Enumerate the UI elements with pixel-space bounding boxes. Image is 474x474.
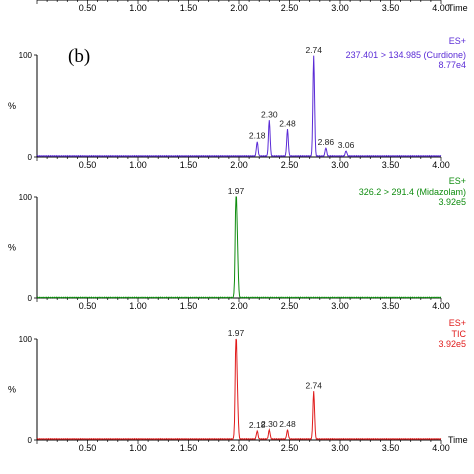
- top-axis-unit-label: Time: [448, 3, 468, 13]
- x-tick-label: 1.50: [180, 301, 198, 311]
- panel-midazolam: 100 0% 0.50 1.00 1.50 2.00 2.50 3.00 3.50 4.00 1.9…: [8, 176, 466, 311]
- x-tick-label: 1.00: [129, 160, 147, 170]
- top-axis-tick-label: 2.00: [230, 3, 248, 13]
- header-intensity: 3.92e5: [438, 197, 466, 207]
- top-axis-tick-label: 3.50: [382, 3, 400, 13]
- x-tick-label: 2.50: [281, 443, 299, 453]
- peak-label: 2.18: [249, 131, 266, 141]
- top-axis-tick-label: 3.00: [331, 3, 349, 13]
- header-mode: ES+: [449, 36, 466, 46]
- x-tick-label: 1.00: [129, 301, 147, 311]
- y-tick-bottom-label: 0: [28, 436, 33, 445]
- x-tick-label: 2.50: [281, 160, 299, 170]
- y-tick-top-label: 100: [19, 193, 33, 202]
- y-tick-bottom-label: 0: [28, 294, 33, 303]
- header-intensity: 8.77e4: [438, 60, 466, 70]
- x-tick-label: 3.50: [382, 301, 400, 311]
- peak-label: 2.18: [249, 420, 266, 430]
- header-transition: TIC: [452, 329, 467, 339]
- top-axis-tick-label: 1.50: [180, 3, 198, 13]
- x-tick-label: 3.00: [331, 301, 349, 311]
- peak-label: 2.74: [305, 381, 322, 391]
- peak-label: 2.48: [279, 118, 296, 128]
- x-tick-label: 2.00: [230, 443, 248, 453]
- y-tick-bottom-label: 0: [28, 153, 33, 162]
- y-tick-top-label: 100: [19, 335, 33, 344]
- top-axis-tick-label: 2.50: [281, 3, 299, 13]
- panel-tic: 100 0% 0.50 1.00 1.50 2.00 2.50 3.00 3.50 4.00Tim…: [8, 318, 468, 453]
- x-tick-label: 4.00: [432, 443, 450, 453]
- y-unit-label: %: [8, 385, 16, 395]
- x-tick-label: 1.00: [129, 443, 147, 453]
- peak-label: 2.74: [305, 45, 322, 55]
- peak-label: 2.30: [261, 419, 278, 429]
- series-purple-trace: [36, 55, 442, 157]
- x-axis-label: Time: [448, 435, 468, 445]
- x-tick-label: 1.50: [180, 160, 198, 170]
- panel-curdione: 100 0% 0.50 1.00 1.50 2.00 2.50 3.00 3.50 4.00 2.1…: [8, 36, 466, 170]
- top-axis-tick-label: 1.00: [129, 3, 147, 13]
- header-mode: ES+: [449, 176, 466, 186]
- x-tick-label: 0.50: [79, 160, 97, 170]
- y-unit-label: %: [8, 101, 16, 111]
- x-tick-label: 2.50: [281, 301, 299, 311]
- x-tick-label: 3.50: [382, 160, 400, 170]
- peak-label: 2.86: [318, 137, 335, 147]
- header-transition: 237.401 > 134.985 (Curdione): [346, 50, 466, 60]
- x-tick-label: 0.50: [79, 301, 97, 311]
- series-red-trace: [36, 338, 442, 441]
- x-tick-label: 2.00: [230, 301, 248, 311]
- x-tick-label: 4.00: [432, 301, 450, 311]
- x-tick-label: 3.00: [331, 443, 349, 453]
- peak-label: 2.48: [279, 419, 296, 429]
- header-mode: ES+: [449, 318, 466, 328]
- peak-label: 3.06: [338, 140, 355, 150]
- x-tick-label: 2.00: [230, 160, 248, 170]
- top-axis-tick-label: 0.50: [79, 3, 97, 13]
- y-tick-top-label: 100: [19, 51, 33, 60]
- peak-label: 2.30: [261, 109, 278, 119]
- x-tick-label: 1.50: [180, 443, 198, 453]
- series-green-trace: [36, 196, 442, 299]
- header-intensity: 3.92e5: [438, 339, 466, 349]
- x-tick-label: 4.00: [432, 160, 450, 170]
- peak-label: 1.97: [228, 328, 245, 338]
- y-unit-label: %: [8, 243, 16, 253]
- header-transition: 326.2 > 291.4 (Midazolam): [359, 187, 466, 197]
- peak-label: 1.97: [228, 186, 245, 196]
- x-tick-label: 0.50: [79, 443, 97, 453]
- x-tick-label: 3.50: [382, 443, 400, 453]
- panel-label: (b): [68, 46, 91, 67]
- x-tick-label: 3.00: [331, 160, 349, 170]
- top-axis-tick-label: 4.00: [432, 3, 450, 13]
